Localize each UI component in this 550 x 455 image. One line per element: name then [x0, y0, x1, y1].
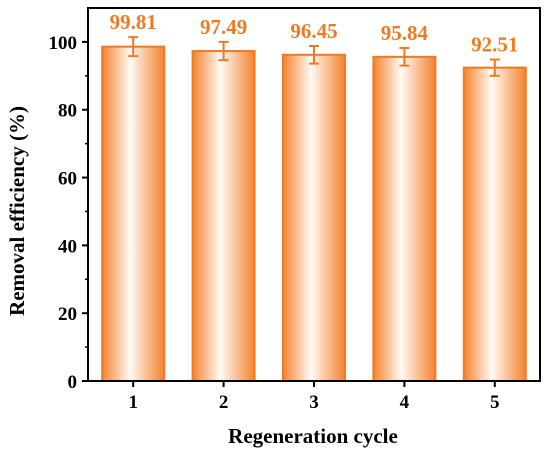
x-axis-title: Regeneration cycle	[228, 424, 398, 448]
y-tick-label-60: 60	[58, 169, 77, 190]
y-tick-label-100: 100	[49, 33, 78, 54]
y-tick-label-80: 80	[58, 101, 77, 122]
x-tick-label-1: 1	[128, 392, 138, 413]
y-axis-title: Removal efficiency (%)	[5, 106, 29, 316]
data-label-3: 96.45	[290, 19, 337, 43]
bar-1	[101, 45, 166, 382]
bar-2	[191, 50, 256, 382]
y-tick-label-0: 0	[68, 372, 78, 393]
bar-4	[372, 55, 437, 382]
x-tick-label-4: 4	[400, 392, 410, 413]
bar-3	[282, 53, 346, 382]
error-bars-layer	[128, 36, 500, 77]
data-label-1: 99.81	[110, 10, 157, 34]
bar-5	[462, 66, 527, 383]
y-tick-label-40: 40	[58, 236, 77, 257]
data-label-4: 95.84	[381, 21, 429, 45]
plot-frame	[87, 7, 541, 382]
error-bar-4	[399, 47, 410, 67]
error-bar-1	[128, 36, 139, 58]
x-tick-label-5: 5	[490, 392, 500, 413]
data-label-2: 97.49	[200, 15, 247, 39]
x-tick-label-2: 2	[219, 392, 229, 413]
y-tick-label-20: 20	[58, 304, 77, 325]
error-bar-2	[218, 40, 229, 62]
axes-layer: 1 2 3 4 5 0 20 40 60 80 100	[49, 7, 541, 413]
x-tick-label-3: 3	[309, 392, 319, 413]
data-label-5: 92.51	[471, 33, 518, 57]
bars-layer	[101, 45, 527, 383]
error-bar-3	[309, 44, 319, 65]
data-labels-layer: 99.81 97.49 96.45 95.84 92.51	[110, 10, 519, 56]
error-bar-5	[489, 58, 500, 77]
